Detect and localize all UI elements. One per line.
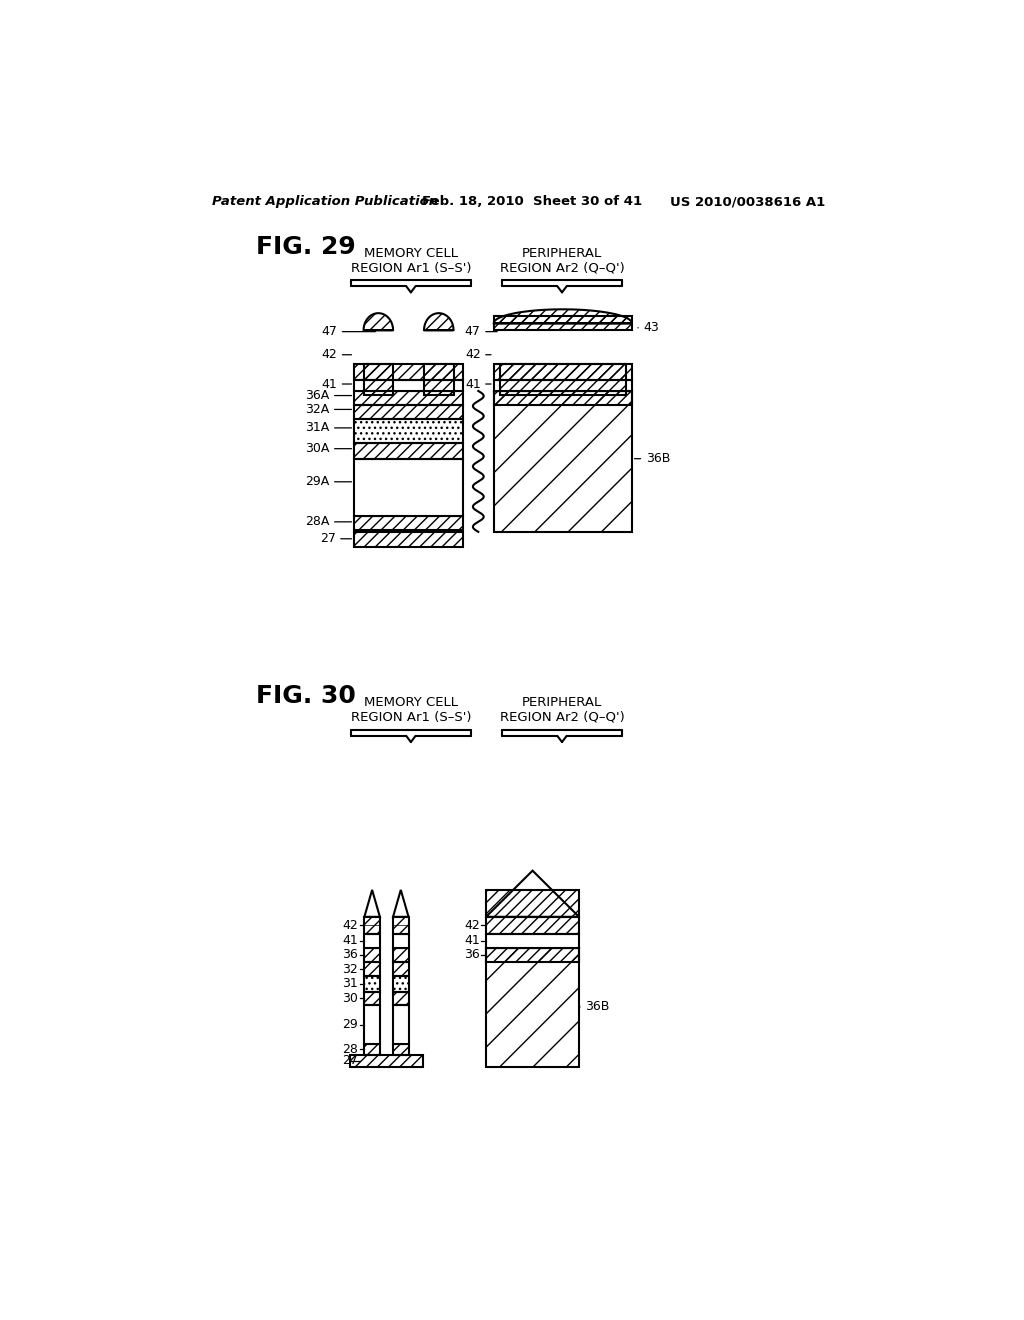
Bar: [365, 917, 380, 933]
Text: 41: 41: [342, 935, 358, 948]
Bar: [354, 391, 463, 405]
Bar: [494, 380, 632, 391]
Text: 28A: 28A: [305, 515, 330, 528]
Text: Patent Application Publication: Patent Application Publication: [212, 195, 438, 209]
Text: 32: 32: [342, 962, 358, 975]
Bar: [365, 933, 380, 948]
Bar: [354, 532, 463, 548]
Bar: [354, 405, 463, 418]
Text: 47: 47: [465, 325, 480, 338]
Text: 36: 36: [342, 948, 358, 961]
Text: Feb. 18, 2010  Sheet 30 of 41: Feb. 18, 2010 Sheet 30 of 41: [423, 195, 643, 209]
Text: US 2010/0038616 A1: US 2010/0038616 A1: [671, 195, 825, 209]
Text: 32A: 32A: [305, 403, 330, 416]
Bar: [365, 977, 380, 993]
Text: 27: 27: [342, 1055, 358, 1068]
Text: 41: 41: [465, 378, 480, 391]
Bar: [364, 364, 393, 395]
Bar: [365, 948, 380, 962]
Text: 42: 42: [465, 348, 480, 362]
Bar: [486, 948, 579, 962]
Polygon shape: [486, 871, 579, 917]
Text: PERIPHERAL
REGION Ar2 (Q–Q'): PERIPHERAL REGION Ar2 (Q–Q'): [500, 247, 625, 275]
Bar: [354, 459, 463, 516]
Bar: [494, 391, 632, 532]
Bar: [494, 364, 632, 380]
Bar: [393, 962, 409, 977]
Text: 41: 41: [322, 378, 337, 391]
Bar: [393, 993, 409, 1006]
Bar: [500, 364, 626, 395]
Bar: [393, 933, 409, 948]
Bar: [393, 1044, 409, 1056]
Bar: [354, 418, 463, 444]
Text: FIG. 29: FIG. 29: [256, 235, 355, 260]
Text: 42: 42: [322, 348, 337, 362]
Text: 42: 42: [464, 919, 480, 932]
Bar: [365, 962, 380, 977]
Bar: [424, 364, 454, 395]
Text: MEMORY CELL
REGION Ar1 (S–S'): MEMORY CELL REGION Ar1 (S–S'): [350, 696, 471, 723]
Text: MEMORY CELL
REGION Ar1 (S–S'): MEMORY CELL REGION Ar1 (S–S'): [350, 247, 471, 275]
Bar: [393, 977, 409, 993]
Text: 36B: 36B: [586, 1001, 609, 1014]
Text: 29: 29: [342, 1018, 358, 1031]
Text: 42: 42: [342, 919, 358, 932]
Bar: [486, 917, 579, 933]
Text: 36B: 36B: [646, 453, 670, 465]
Bar: [486, 933, 579, 948]
Bar: [393, 1006, 409, 1044]
Bar: [393, 948, 409, 962]
Text: 30: 30: [342, 991, 358, 1005]
Bar: [393, 917, 409, 933]
Bar: [486, 890, 579, 917]
Bar: [354, 516, 463, 531]
Text: 29A: 29A: [305, 475, 330, 488]
Text: 28: 28: [342, 1043, 358, 1056]
Text: 36: 36: [464, 948, 480, 961]
Bar: [354, 380, 463, 391]
Bar: [494, 317, 632, 330]
Bar: [365, 1006, 380, 1044]
Text: 47: 47: [322, 325, 337, 338]
Text: FIG. 30: FIG. 30: [256, 684, 355, 708]
Text: 43: 43: [643, 321, 659, 334]
Bar: [486, 948, 579, 1067]
Bar: [365, 993, 380, 1006]
Bar: [350, 1056, 423, 1067]
Polygon shape: [365, 890, 380, 917]
Bar: [354, 364, 463, 380]
Text: 41: 41: [464, 935, 480, 948]
Text: 30A: 30A: [305, 442, 330, 455]
Text: 31A: 31A: [305, 421, 330, 434]
Polygon shape: [393, 890, 409, 917]
Bar: [354, 444, 463, 459]
Text: 31: 31: [342, 977, 358, 990]
Text: 36A: 36A: [305, 389, 330, 403]
Bar: [494, 391, 632, 405]
Text: PERIPHERAL
REGION Ar2 (Q–Q'): PERIPHERAL REGION Ar2 (Q–Q'): [500, 696, 625, 723]
Text: 27: 27: [319, 532, 336, 545]
Bar: [365, 1044, 380, 1056]
